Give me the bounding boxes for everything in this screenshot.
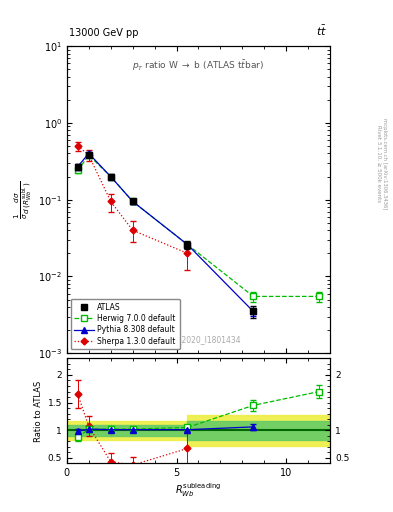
Text: 13000 GeV pp: 13000 GeV pp [70, 28, 139, 38]
Text: mcplots.cern.ch [arXiv:1306.3436]: mcplots.cern.ch [arXiv:1306.3436] [382, 118, 387, 209]
Text: Rivet 3.1.10, ≥ 500k events: Rivet 3.1.10, ≥ 500k events [376, 125, 382, 202]
Text: ATLAS_2020_I1801434: ATLAS_2020_I1801434 [155, 335, 242, 344]
Text: $t\bar{t}$: $t\bar{t}$ [316, 24, 327, 38]
Y-axis label: Ratio to ATLAS: Ratio to ATLAS [35, 380, 43, 441]
Legend: ATLAS, Herwig 7.0.0 default, Pythia 8.308 default, Sherpa 1.3.0 default: ATLAS, Herwig 7.0.0 default, Pythia 8.30… [71, 299, 180, 350]
X-axis label: $R_{Wb}^{\rm subleading}$: $R_{Wb}^{\rm subleading}$ [175, 481, 222, 499]
Text: $p_T$ ratio W $\rightarrow$ b (ATLAS t$\bar{t}$bar): $p_T$ ratio W $\rightarrow$ b (ATLAS t$\… [132, 58, 264, 73]
Y-axis label: $\frac{1}{\sigma}\frac{d\sigma}{d\,(R_{Wb}^{\rm subl.})}$: $\frac{1}{\sigma}\frac{d\sigma}{d\,(R_{W… [12, 181, 34, 219]
